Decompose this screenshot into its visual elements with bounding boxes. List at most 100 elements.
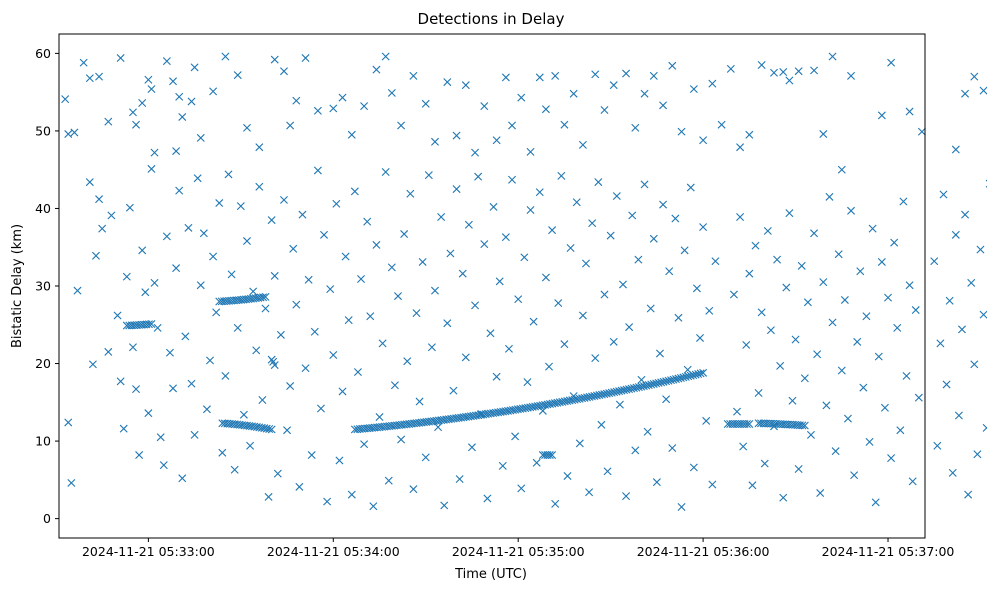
- scatter-point-marker: [310, 327, 319, 336]
- scatter-point-marker: [88, 360, 97, 369]
- scatter-point-marker: [819, 278, 828, 287]
- scatter-point-marker: [739, 442, 748, 451]
- scatter-point-marker: [434, 423, 443, 432]
- track-point-marker: [612, 387, 621, 396]
- scatter-point-marker: [397, 435, 406, 444]
- scatter-point-marker: [172, 147, 181, 156]
- scatter-point-marker: [64, 130, 73, 139]
- scatter-point-marker: [850, 471, 859, 480]
- scatter-point-marker: [79, 58, 88, 67]
- scatter-point-marker: [967, 278, 976, 287]
- scatter-point-marker: [474, 172, 483, 181]
- scatter-point-marker: [779, 493, 788, 502]
- track-point-marker: [696, 369, 705, 378]
- scatter-point-marker: [551, 71, 560, 80]
- scatter-point-marker: [461, 353, 470, 362]
- scatter-point-marker: [372, 240, 381, 249]
- track-point-marker: [548, 451, 557, 460]
- scatter-point-marker: [128, 343, 137, 352]
- track-point-marker: [674, 374, 683, 383]
- scatter-point-marker: [301, 364, 310, 373]
- scatter-point-marker: [800, 374, 809, 383]
- scatter-point-marker: [979, 86, 987, 95]
- scatter-point-marker: [711, 257, 720, 266]
- scatter-point-marker: [215, 199, 224, 208]
- scatter-point-marker: [615, 400, 624, 409]
- scatter-point-marker: [659, 101, 668, 110]
- track-point-marker: [259, 293, 268, 302]
- track-point-marker: [644, 381, 653, 390]
- scatter-point-marker: [209, 87, 218, 96]
- scatter-point-marker: [95, 195, 104, 204]
- track-point-marker: [261, 292, 270, 301]
- track-point-marker: [681, 372, 690, 381]
- x-tick-label: 2024-11-21 05:34:00: [267, 544, 400, 559]
- scatter-point-marker: [742, 340, 751, 349]
- scatter-point-marker: [948, 468, 957, 477]
- track-point-marker: [745, 420, 754, 429]
- scatter-point-marker: [671, 214, 680, 223]
- track-point-marker: [602, 389, 611, 398]
- scatter-point-marker: [699, 136, 708, 145]
- scatter-point-marker: [930, 257, 939, 266]
- scatter-point-marker: [421, 99, 430, 108]
- scatter-point-marker: [369, 502, 378, 511]
- scatter-point-marker: [563, 471, 572, 480]
- scatter-point-marker: [708, 79, 717, 88]
- scatter-point-marker: [270, 55, 279, 64]
- scatter-point-marker: [847, 206, 856, 215]
- scatter-point-marker: [794, 67, 803, 76]
- scatter-point-marker: [387, 263, 396, 272]
- scatter-point-marker: [471, 148, 480, 157]
- scatter-point-marker: [813, 350, 822, 359]
- scatter-point-marker: [541, 273, 550, 282]
- scatter-point-marker: [261, 304, 270, 313]
- y-axis-ticks: 0 10 20 30 40 50 60: [35, 46, 59, 526]
- scatter-point-marker: [754, 389, 763, 397]
- scatter-point-marker: [329, 351, 338, 359]
- scatter-point-marker: [313, 166, 322, 175]
- scatter-point-marker: [591, 354, 600, 363]
- scatter-point-marker: [492, 136, 501, 145]
- scatter-point-marker: [668, 61, 677, 70]
- scatter-point-marker: [791, 335, 800, 344]
- scatter-point-marker: [64, 418, 73, 427]
- scatter-point-marker: [643, 427, 652, 436]
- scatter-point-marker: [600, 290, 609, 299]
- scatter-point-marker: [390, 381, 399, 390]
- scatter-point-marker: [221, 371, 230, 380]
- scatter-point-marker: [631, 123, 640, 132]
- track-point-marker: [267, 425, 276, 434]
- scatter-point-marker: [819, 130, 828, 139]
- scatter-point-marker: [353, 368, 362, 377]
- scatter-point-marker: [961, 89, 970, 98]
- scatter-point-marker: [128, 108, 137, 117]
- scatter-point-marker: [606, 231, 615, 240]
- scatter-point-marker: [119, 424, 128, 433]
- track-point-marker: [580, 393, 589, 402]
- scatter-point-marker: [418, 257, 427, 266]
- scatter-point-marker: [162, 232, 171, 241]
- scatter-point-marker: [150, 278, 159, 287]
- scatter-point-marker: [770, 68, 778, 77]
- scatter-point-marker: [187, 97, 196, 106]
- scatter-point-marker: [372, 65, 381, 74]
- track-point-marker: [649, 379, 658, 388]
- scatter-point-marker: [933, 441, 942, 450]
- scatter-point-marker: [178, 474, 187, 483]
- scatter-point-marker: [206, 356, 214, 365]
- scatter-point-marker: [430, 286, 439, 295]
- x-axis-ticks: 2024-11-21 05:33:00 2024-11-21 05:34:00 20…: [82, 538, 954, 559]
- scatter-point-marker: [350, 187, 359, 196]
- scatter-point-marker: [668, 444, 677, 453]
- scatter-point-marker: [122, 272, 131, 281]
- scatter-point-marker: [677, 502, 686, 511]
- scatter-point-marker: [190, 63, 199, 72]
- scatter-point-marker: [184, 223, 193, 232]
- scatter-point-marker: [609, 81, 618, 90]
- scatter-point-marker: [91, 251, 100, 260]
- scatter-point-marker: [871, 498, 880, 507]
- scatter-point-marker: [239, 410, 248, 419]
- scatter-point-marker: [840, 295, 849, 304]
